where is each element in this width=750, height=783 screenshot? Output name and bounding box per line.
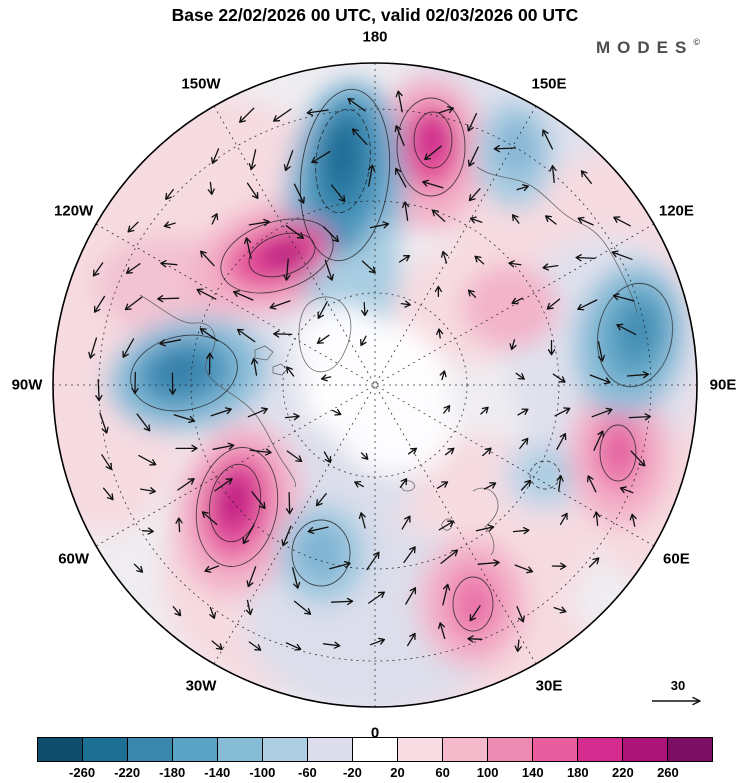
colorbar-cell	[668, 738, 712, 761]
colorbar-tick-label: 100	[476, 765, 499, 780]
colorbar-cell	[173, 738, 218, 761]
coastlines	[139, 166, 638, 556]
colorbar-cells	[37, 737, 713, 762]
colorbar-tick-label: 260	[657, 765, 679, 780]
colorbar-tick-label: -100	[249, 765, 276, 780]
colorbar-cell	[38, 738, 83, 761]
reference-vector: 30	[646, 678, 710, 712]
colorbar-cell	[263, 738, 308, 761]
colorbar-cell	[218, 738, 263, 761]
contour-lines	[130, 88, 673, 632]
polar-map: 180 150E 120E 90E 60E 30E 0 30W 60W 90W 120W 150W	[12, 29, 737, 742]
colorbar-tick-label: -140	[204, 765, 231, 780]
colorbar-tick-label: -180	[159, 765, 186, 780]
longitude-label: 90W	[11, 376, 43, 394]
colorbar-cell	[488, 738, 533, 761]
reference-arrow-icon	[652, 696, 701, 706]
modes-logo: MODES©	[596, 37, 700, 58]
colorbar-tick-label: 20	[390, 765, 405, 780]
colorbar-cell	[443, 738, 488, 761]
colorbar-cell	[578, 738, 623, 761]
colorbar-tick-labels: -260 -220 -180 -140 -100 -60 -20 20 60 100 140 180 2…	[37, 762, 713, 780]
colorbar-tick-label: 220	[612, 765, 634, 780]
copyright-symbol: ©	[693, 37, 700, 47]
colorbar-tick-label: -60	[297, 765, 317, 780]
modes-logo-text: MODES	[596, 38, 694, 57]
colorbar-tick-label: -220	[114, 765, 141, 780]
map-border	[52, 62, 698, 708]
colorbar-tick-label: 140	[521, 765, 544, 780]
longitude-label: 180	[362, 28, 388, 46]
longitude-label: 90E	[709, 376, 737, 394]
colorbar-tick-label: 60	[435, 765, 450, 780]
colorbar: -260 -220 -180 -140 -100 -60 -20 20 60 100 140 180 2…	[37, 737, 713, 783]
wind-vectors	[88, 90, 651, 653]
graticule	[53, 63, 697, 707]
colorbar-tick-label: -260	[69, 765, 96, 780]
colorbar-cell	[398, 738, 443, 761]
colorbar-cell	[533, 738, 578, 761]
colorbar-tick-label: -20	[343, 765, 362, 780]
colorbar-cell	[353, 738, 398, 761]
chart-title: Base 22/02/2026 00 UTC, valid 02/03/2026…	[171, 5, 579, 25]
map-svg	[52, 62, 698, 708]
colorbar-cell	[623, 738, 668, 761]
colorbar-cell	[308, 738, 353, 761]
reference-vector-label: 30	[670, 678, 686, 693]
colorbar-tick-label: 180	[566, 765, 589, 780]
colorbar-cell	[128, 738, 173, 761]
colorbar-cell	[83, 738, 128, 761]
